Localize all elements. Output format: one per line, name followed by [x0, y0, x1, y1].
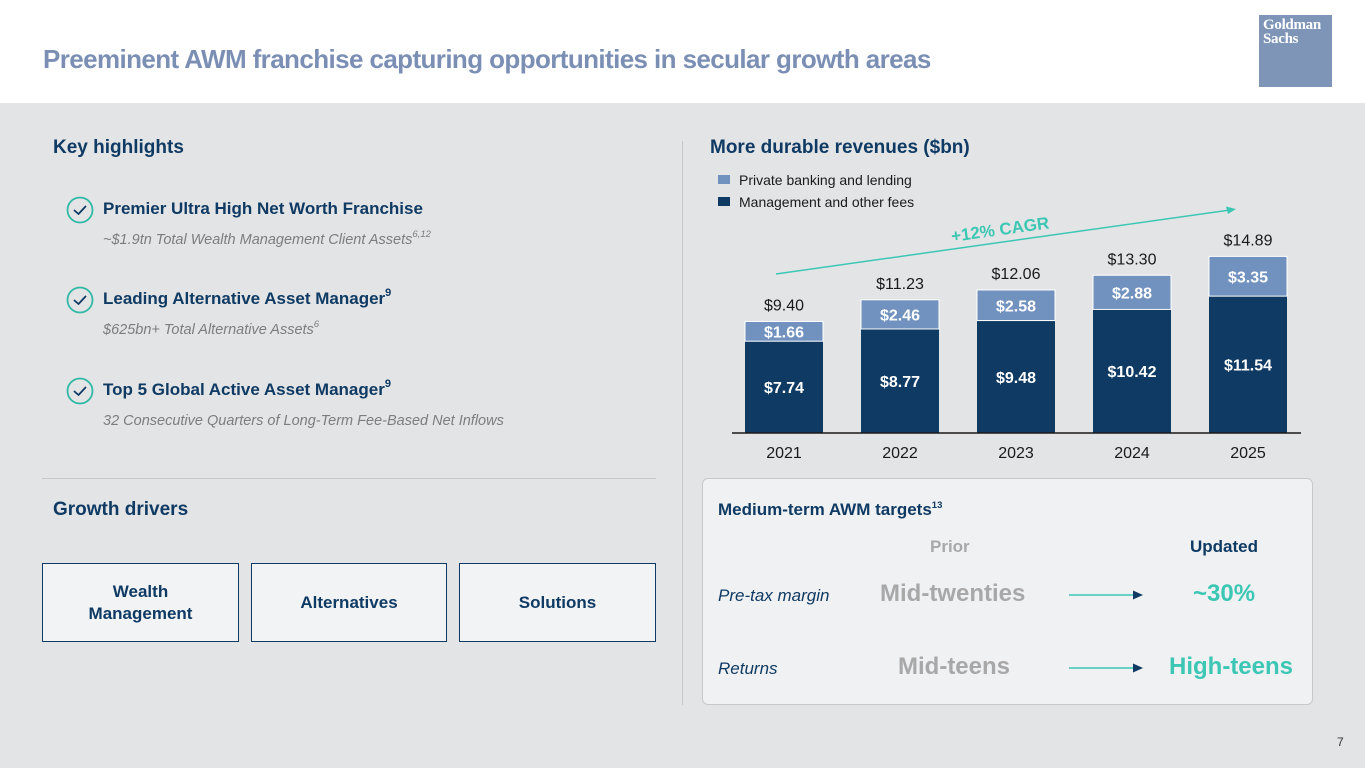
prior-column-header: Prior [930, 537, 970, 556]
highlight-subtitle: $625bn+ Total Alternative Assets6 [103, 319, 320, 338]
bar-management-fees [1093, 309, 1171, 433]
highlight-title: Top 5 Global Active Asset Manager9 [103, 378, 391, 400]
bar-management-fees [745, 341, 823, 433]
x-tick-label: 2025 [1230, 445, 1266, 462]
target-updated-value: ~30% [1193, 580, 1256, 607]
target-label-returns: Returns [718, 659, 778, 678]
data-label-management-fees: $7.74 [764, 380, 804, 397]
legend-item-management-fees: Management and other fees [718, 194, 914, 210]
revenues-heading: More durable revenues ($bn) [710, 137, 970, 158]
bar-management-fees [977, 320, 1055, 433]
driver-solutions: Solutions [459, 563, 656, 642]
data-label-total: $14.89 [1224, 232, 1273, 249]
driver-wealth-management: Wealth Management [42, 563, 239, 642]
page-number: 7 [1337, 735, 1344, 749]
data-label-management-fees: $10.42 [1108, 364, 1157, 381]
data-label-private-banking: $2.46 [880, 307, 920, 324]
section-divider [42, 478, 656, 479]
header: Preeminent AWM franchise capturing oppor… [0, 0, 1365, 103]
growth-drivers-heading: Growth drivers [53, 499, 189, 520]
x-tick-label: 2023 [998, 445, 1034, 462]
x-tick-label: 2024 [1114, 445, 1150, 462]
highlight-subtitle: ~$1.9tn Total Wealth Management Client A… [103, 229, 431, 248]
target-label-pretax-margin: Pre-tax margin [718, 586, 830, 605]
check-circle-icon [66, 286, 94, 314]
x-tick-label: 2021 [766, 445, 802, 462]
target-updated-value: High-teens [1169, 653, 1294, 680]
bar-private-banking [976, 289, 1056, 322]
goldman-sachs-logo: Goldman Sachs [1259, 15, 1332, 87]
bar-private-banking [1092, 274, 1172, 310]
x-tick-label: 2022 [882, 445, 918, 462]
legend-item-private-banking: Private banking and lending [718, 172, 912, 188]
data-label-private-banking: $2.88 [1112, 285, 1152, 302]
data-label-private-banking: $1.66 [764, 324, 804, 341]
bar-management-fees [1209, 296, 1287, 433]
target-prior-value: Mid-twenties [880, 580, 1026, 607]
cagr-arrowhead [1226, 206, 1236, 214]
data-label-total: $13.30 [1108, 251, 1157, 268]
bar-private-banking [744, 321, 824, 342]
cagr-trend-line [775, 209, 1231, 275]
check-circle-icon [66, 196, 94, 224]
arrow-right-icon [1069, 663, 1143, 673]
highlight-title: Leading Alternative Asset Manager9 [103, 287, 392, 309]
data-label-private-banking: $2.58 [996, 298, 1036, 315]
data-label-management-fees: $8.77 [880, 374, 920, 391]
targets-panel [702, 478, 1313, 705]
column-divider [682, 141, 683, 705]
bar-private-banking [1208, 255, 1288, 297]
driver-alternatives: Alternatives [251, 563, 447, 642]
legend-swatch [718, 175, 730, 184]
data-label-total: $12.06 [992, 266, 1041, 283]
legend-swatch [718, 197, 730, 206]
bar-management-fees [861, 328, 939, 433]
revenue-chart: $7.74 $1.66 $9.40 2021 $8.77 $2.46 $11.23 2022 $… [732, 206, 1301, 462]
data-label-total: $11.23 [876, 276, 924, 293]
bar-private-banking [860, 299, 940, 330]
page-title: Preeminent AWM franchise capturing oppor… [43, 44, 931, 74]
cagr-annotation: +12% CAGR [950, 213, 1050, 246]
highlight-subtitle: 32 Consecutive Quarters of Long-Term Fee… [103, 413, 504, 429]
key-highlights-heading: Key highlights [53, 137, 184, 158]
check-circle-icon [66, 377, 94, 405]
updated-column-header: Updated [1190, 537, 1258, 556]
highlight-title: Premier Ultra High Net Worth Franchise [103, 199, 423, 218]
targets-heading: Medium-term AWM targets13 [718, 500, 943, 519]
data-label-management-fees: $11.54 [1224, 358, 1272, 375]
data-label-private-banking: $3.35 [1228, 269, 1268, 286]
target-prior-value: Mid-teens [898, 653, 1011, 680]
arrow-right-icon [1069, 590, 1143, 600]
data-label-total: $9.40 [764, 298, 804, 315]
data-label-management-fees: $9.48 [996, 370, 1036, 387]
